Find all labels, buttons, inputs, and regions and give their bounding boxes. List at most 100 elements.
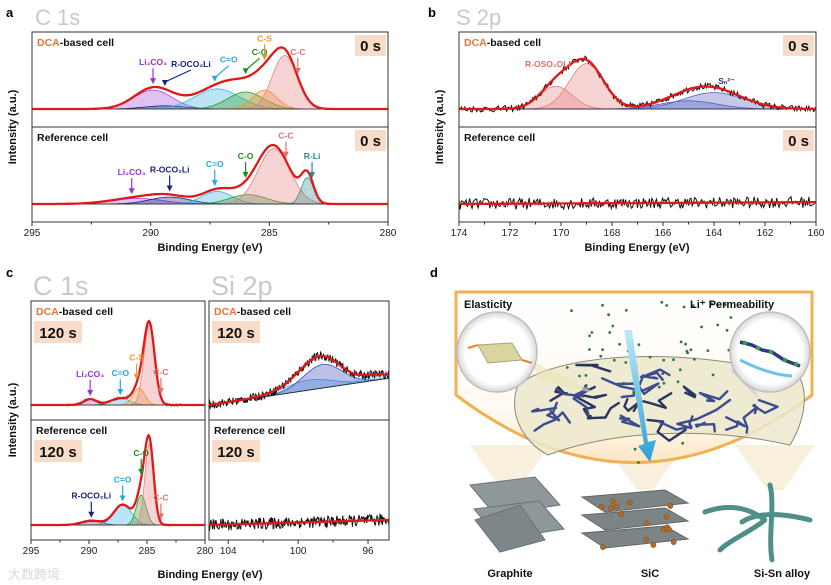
arrow-head-icon xyxy=(211,180,218,187)
li-ion-dot xyxy=(782,357,788,363)
permeability-label: Li⁺ Permeability xyxy=(690,299,775,311)
li-ion-dot xyxy=(637,461,640,464)
polymer-strand xyxy=(676,398,732,430)
cell-label: DCA-based cell xyxy=(36,306,113,318)
polymer-strand xyxy=(642,368,671,380)
light-beam xyxy=(735,445,815,490)
experimental-spectrum xyxy=(65,319,182,408)
si-particle xyxy=(643,536,649,543)
peak-label: C-O xyxy=(133,448,149,458)
arrow-head-icon xyxy=(294,67,301,74)
li-ion-dot xyxy=(678,368,682,372)
sic-sheet xyxy=(580,489,690,513)
cell-text: -based cell xyxy=(487,37,541,49)
panel-label: c xyxy=(6,265,13,280)
time-badge xyxy=(212,440,260,462)
cell-prefix: DCA xyxy=(464,37,487,49)
li-ion-dot xyxy=(681,441,685,445)
li-ion-dot xyxy=(590,331,594,334)
li-ion-dot xyxy=(608,331,612,334)
polymer-strand xyxy=(752,398,779,415)
arrow-head-icon xyxy=(157,387,164,394)
peak-label: C=O xyxy=(220,55,238,65)
polymer-strand xyxy=(725,416,746,431)
peak-label: C-C xyxy=(153,492,168,502)
x-tick-label: 280 xyxy=(380,228,397,239)
li-ion-dot xyxy=(793,361,799,367)
time-badge xyxy=(34,440,82,462)
watermark: 大数跨境 xyxy=(8,568,60,583)
zoom-beam xyxy=(530,360,600,395)
x-axis-label: Binding Energy (eV) xyxy=(584,242,689,254)
polymer-strand xyxy=(698,390,729,403)
chart-panel-a-0: a C 1s DCA-based cell 0 s Li₂CO₃ R-OCO₂Li C=O C… xyxy=(6,5,397,254)
time-label: 120 s xyxy=(217,325,255,342)
peak-label: C=O xyxy=(114,475,132,485)
si-particle xyxy=(643,520,650,527)
y-axis-label: Intensity (a.u.) xyxy=(7,382,19,457)
li-ion-dot xyxy=(588,334,591,338)
polymer-strand xyxy=(694,421,716,433)
time-label: 0 s xyxy=(360,38,381,55)
si-particle xyxy=(667,503,674,509)
subplot-reference: Reference cell 0 s 295 290 285 280 Li₂CO₃ R-OCO… xyxy=(24,126,397,239)
chart-panel-c-3: Si 2p DCA-based cell 120 s Reference cell 12… xyxy=(208,271,390,557)
transport-arrow-icon xyxy=(739,358,793,378)
polymer-strand xyxy=(575,363,612,373)
arrow-head-icon xyxy=(166,185,173,192)
arrow-head-icon xyxy=(309,172,316,179)
li-ion-dot xyxy=(588,348,591,351)
li-ion-dot xyxy=(607,313,610,317)
spectrum-title: C 1s xyxy=(33,271,89,301)
subplot-dca: DCA-based cell 0 s R-OSO₂OLi Sₙ²⁻ xyxy=(458,31,817,128)
x-tick-label: 290 xyxy=(142,228,159,239)
si-particle xyxy=(663,513,670,520)
arrow-head-icon xyxy=(242,171,249,178)
subplot-dca: DCA-based cell 0 s Li₂CO₃ R-OCO₂Li C=O C-O C-S… xyxy=(31,31,389,128)
si-particle xyxy=(608,504,614,511)
li-ion-dot xyxy=(584,374,588,377)
li-ion-dot xyxy=(578,374,581,378)
fit-envelope xyxy=(32,46,388,111)
li-ion-dot xyxy=(637,343,641,347)
x-tick-label: 285 xyxy=(261,228,278,239)
li-ion-dot xyxy=(693,357,696,361)
li-ion-dot xyxy=(725,328,729,332)
li-ion-dot xyxy=(565,366,569,369)
time-badge xyxy=(212,321,260,343)
fit-envelope xyxy=(31,433,205,527)
peak-label: C-S xyxy=(129,353,144,363)
x-tick-label: 168 xyxy=(604,228,621,239)
cell-text: Reference cell xyxy=(214,425,285,437)
peak-arrow xyxy=(164,69,192,83)
si-particle xyxy=(626,499,633,506)
li-ion-dot xyxy=(729,316,733,319)
arrow-head-icon xyxy=(117,389,124,396)
li-ion-dot xyxy=(700,325,703,329)
polymer-strand xyxy=(618,414,641,428)
li-ion-dot xyxy=(601,348,604,351)
polymer-strand xyxy=(657,415,694,431)
li-ion-dot xyxy=(682,305,686,309)
li-ion-dot xyxy=(661,372,665,375)
x-tick-label: 285 xyxy=(139,546,156,557)
si-particle xyxy=(666,526,672,533)
cell-label: DCA-based cell xyxy=(37,37,114,49)
panel-label: d xyxy=(430,265,438,280)
si-sn-alloy-chain xyxy=(702,482,813,563)
x-tick-label: 104 xyxy=(220,546,237,557)
x-tick-label: 280 xyxy=(197,546,214,557)
cell-prefix: DCA xyxy=(214,306,237,318)
experimental-spectrum xyxy=(208,350,390,410)
arrow-head-icon xyxy=(161,79,168,86)
li-ion-dot xyxy=(618,342,621,346)
time-badge xyxy=(783,130,814,151)
li-ion-dot xyxy=(742,340,748,346)
li-ion-dot xyxy=(570,309,573,313)
x-tick-label: 170 xyxy=(553,228,570,239)
li-ion-dot xyxy=(706,349,710,352)
subplot-dca: DCA-based cell 120 s xyxy=(208,300,390,421)
li-ion-dot xyxy=(660,300,664,304)
si-particle xyxy=(660,526,667,533)
peak-label: C=O xyxy=(206,159,224,169)
